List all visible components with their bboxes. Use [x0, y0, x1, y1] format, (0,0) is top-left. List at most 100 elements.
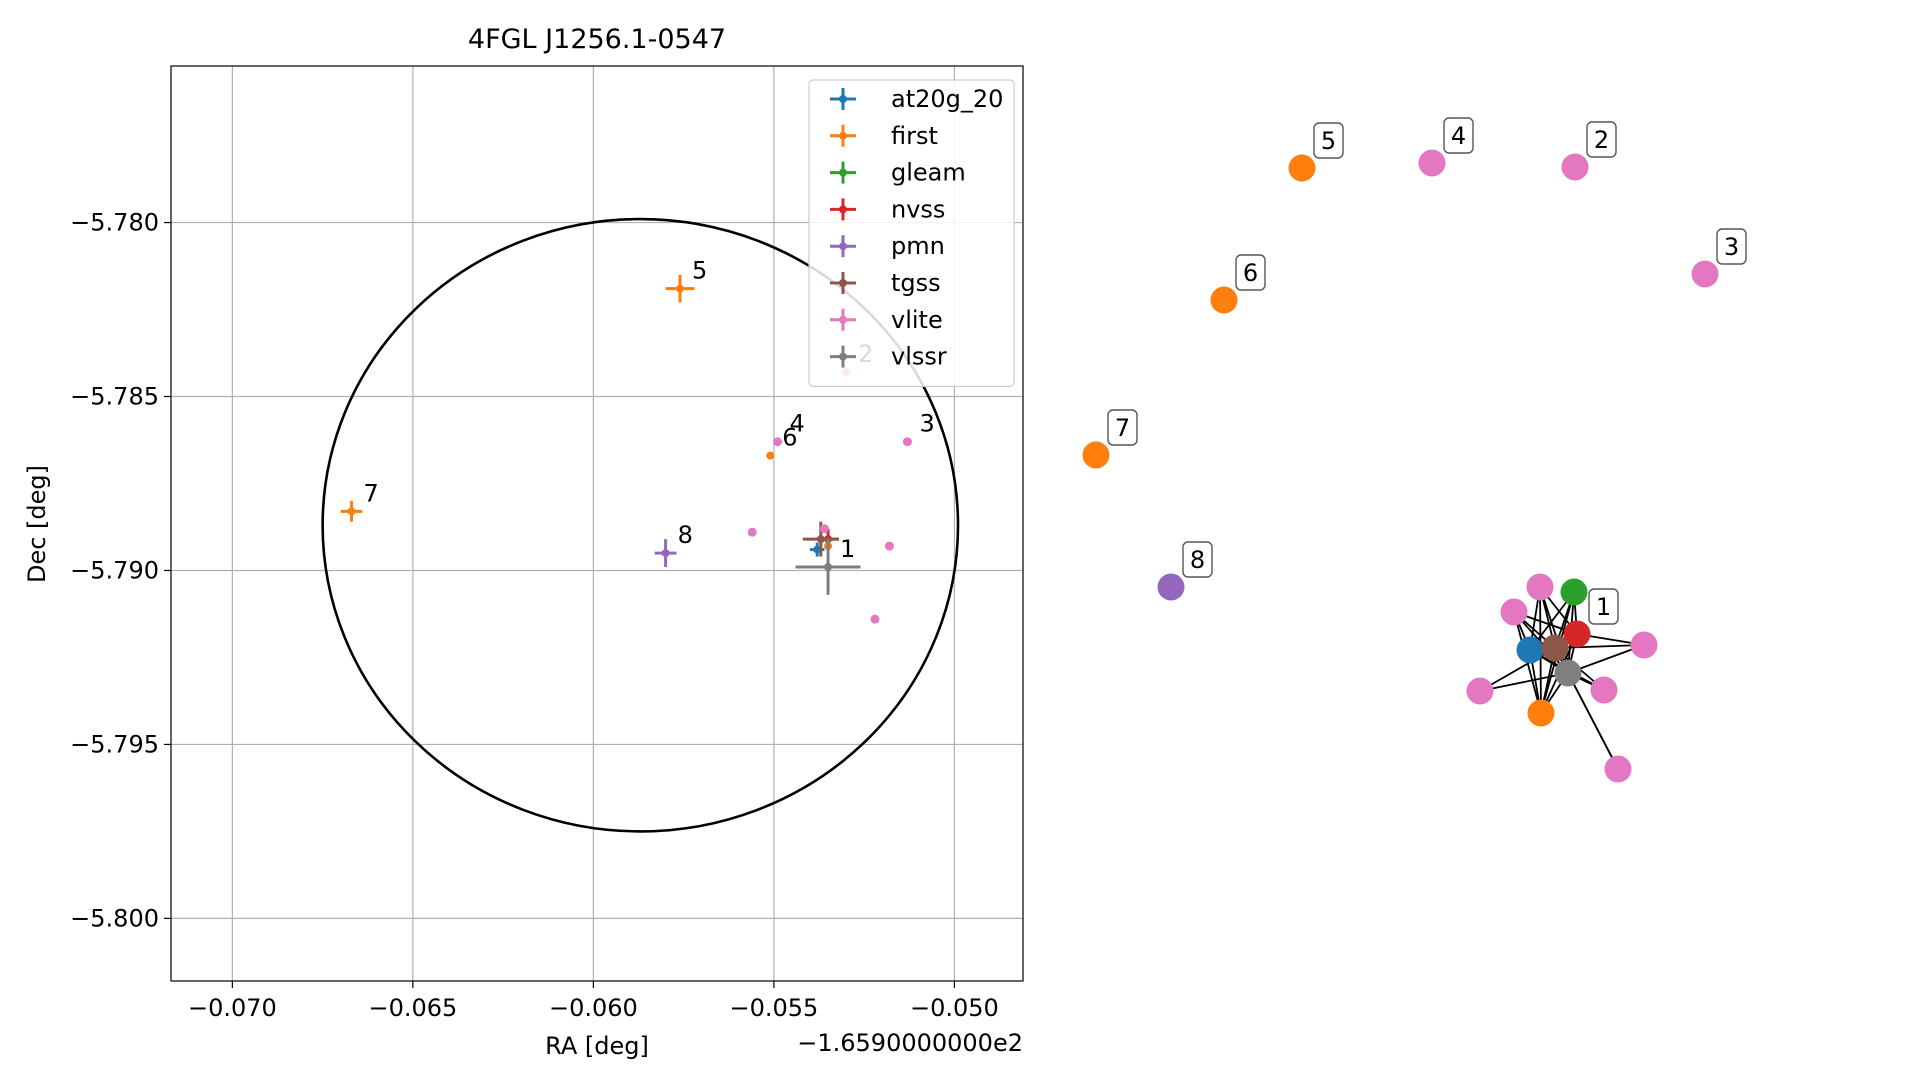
x-tick-label: −0.060	[549, 994, 638, 1022]
y-axis-ticks: −5.780 −5.785 −5.790 −5.795 −5.800	[70, 209, 171, 932]
network-node	[1691, 260, 1719, 288]
y-tick-label: −5.785	[70, 383, 159, 411]
plot-frame	[170, 65, 1024, 982]
first-point	[347, 507, 356, 516]
first-point	[676, 284, 685, 293]
network-node-label: 1	[1596, 593, 1611, 621]
tgss-point	[816, 535, 825, 544]
vlite-point	[870, 614, 880, 624]
network-node	[1516, 636, 1544, 664]
vlite-point	[902, 437, 912, 447]
legend-marker-dot	[839, 131, 847, 140]
network-label-box	[1586, 121, 1617, 158]
point-label: 6	[782, 424, 797, 452]
legend-marker-dot	[839, 205, 847, 214]
legend-label: gleam	[891, 159, 966, 187]
network-label-box	[1313, 122, 1344, 159]
network-node	[1561, 153, 1589, 181]
chart-title: 4FGL J1256.1-0547	[468, 24, 726, 55]
network-node	[1526, 573, 1554, 601]
first-point	[766, 451, 775, 460]
x-axis-ticks: −0.070 −0.065 −0.060 −0.055 −0.050	[188, 981, 999, 1022]
vlite-point	[747, 527, 757, 537]
legend-marker-dot	[839, 168, 847, 177]
network-node-label: 8	[1190, 546, 1205, 574]
legend-marker-dot	[839, 242, 847, 251]
legend-label: nvss	[891, 195, 945, 223]
error-ellipse	[321, 217, 960, 833]
network-node-label: 5	[1321, 127, 1336, 155]
scatter-panel: 56782341 −0.070−0.065−0.060−0.055−0.050 …	[23, 24, 1024, 1060]
network-node	[1554, 659, 1582, 687]
legend-label: tgss	[891, 269, 941, 297]
point-label: 8	[678, 521, 693, 549]
legend-label: vlite	[891, 306, 943, 334]
network-node-label: 6	[1243, 259, 1258, 287]
network-node-label: 7	[1115, 414, 1130, 442]
vlite-point	[819, 524, 829, 534]
network-edge	[1479, 672, 1569, 692]
point-label: 1	[840, 535, 855, 563]
legend-label: at20g_20	[891, 85, 1003, 113]
network-node	[1288, 154, 1316, 182]
legend-label: pmn	[891, 232, 945, 260]
x-tick-label: −0.070	[188, 994, 277, 1022]
pmn-point	[661, 549, 670, 558]
legend-box	[808, 79, 1015, 387]
network-label-box	[1588, 588, 1619, 625]
x-tick-label: −0.055	[729, 994, 818, 1022]
network-node-label: 3	[1724, 233, 1739, 261]
network-labels: 5 4 2 3 6 7 8 1	[1107, 117, 1747, 625]
point-label: 5	[692, 257, 707, 285]
legend-marker-dot	[839, 315, 847, 324]
network-node-label: 2	[1594, 126, 1609, 154]
network-node	[1560, 578, 1588, 606]
network-node	[1210, 286, 1238, 314]
network-node	[1563, 620, 1591, 648]
network-node	[1082, 441, 1110, 469]
network-node	[1466, 677, 1494, 705]
point-label: 7	[364, 479, 379, 507]
legend-label: vlssr	[891, 343, 947, 371]
y-tick-label: −5.780	[70, 209, 159, 237]
legend-label: first	[891, 122, 938, 150]
network-label-box	[1716, 228, 1747, 265]
network-node	[1541, 634, 1569, 662]
y-axis-label: Dec [deg]	[23, 465, 51, 583]
y-tick-label: −5.800	[70, 904, 159, 932]
network-label-box	[1443, 117, 1474, 154]
network-panel: 5 4 2 3 6 7 8 1	[1082, 117, 1747, 783]
legend-marker-dot	[839, 352, 847, 361]
network-node	[1157, 573, 1185, 601]
x-axis-offset-label: −1.6590000000e2	[797, 1029, 1023, 1057]
vlssr-point	[824, 562, 833, 571]
y-tick-label: −5.790	[70, 556, 159, 584]
network-node	[1630, 631, 1658, 659]
x-tick-label: −0.065	[368, 994, 457, 1022]
network-label-box	[1235, 254, 1266, 291]
network-label-box	[1182, 541, 1213, 578]
legend-marker-dot	[839, 279, 847, 287]
legend-marker-dot	[839, 95, 847, 103]
network-node	[1604, 755, 1632, 783]
vlite-point	[773, 437, 783, 447]
network-edge	[1554, 644, 1645, 649]
network-edge	[1479, 647, 1556, 692]
point-label: 3	[919, 410, 934, 438]
network-node	[1590, 676, 1618, 704]
network-node	[1527, 699, 1555, 727]
network-node-label: 4	[1451, 122, 1466, 150]
source-point-labels: 56782341	[364, 257, 935, 563]
network-nodes	[1082, 149, 1719, 783]
network-node	[1418, 149, 1446, 177]
point-label: 4	[790, 410, 805, 438]
vlite-point	[884, 541, 894, 551]
x-tick-label: −0.050	[910, 994, 999, 1022]
x-axis-label: RA [deg]	[545, 1032, 649, 1060]
at20g_20-point	[813, 545, 822, 554]
error-ellipse-layer	[321, 217, 960, 833]
network-edge	[1539, 586, 1569, 674]
network-node	[1500, 598, 1528, 626]
